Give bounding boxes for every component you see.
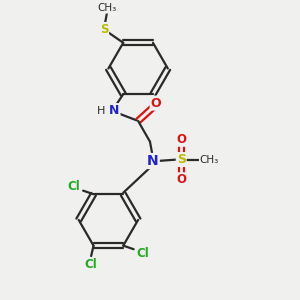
Text: Cl: Cl xyxy=(136,247,149,260)
Text: H: H xyxy=(97,106,105,116)
Text: O: O xyxy=(151,97,161,110)
Text: S: S xyxy=(100,23,108,36)
Text: Cl: Cl xyxy=(84,258,97,272)
Text: O: O xyxy=(177,173,187,186)
Text: S: S xyxy=(177,153,186,166)
Text: CH₃: CH₃ xyxy=(97,3,116,13)
Text: O: O xyxy=(177,133,187,146)
Text: Cl: Cl xyxy=(68,180,81,193)
Text: CH₃: CH₃ xyxy=(200,154,219,164)
Text: N: N xyxy=(147,154,159,168)
Text: N: N xyxy=(109,104,119,117)
